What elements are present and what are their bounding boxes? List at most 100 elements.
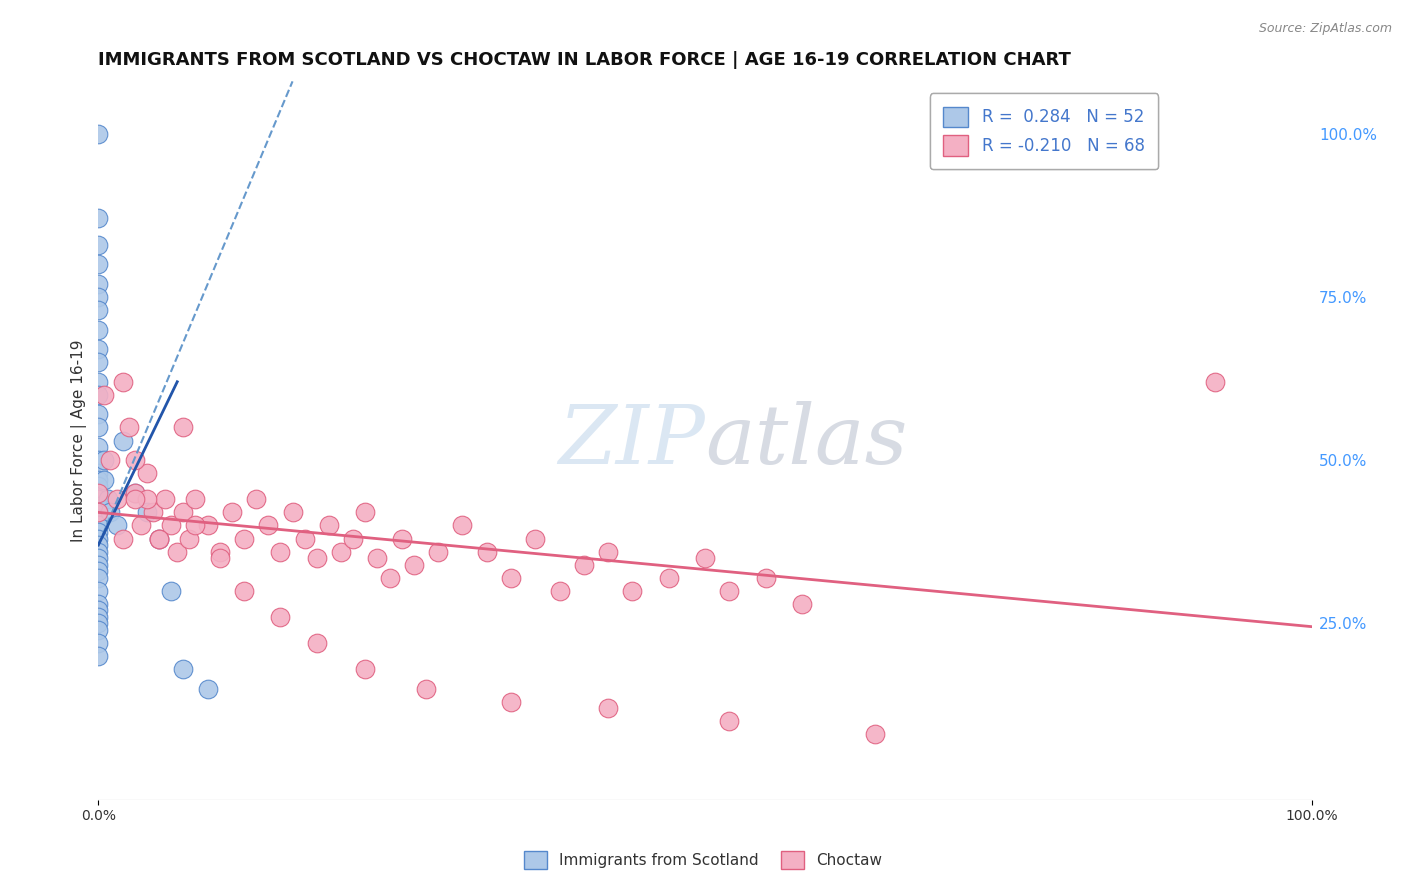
Point [93,453,115,467]
Point [93,473,115,487]
Point [179,532,201,546]
Point [87,583,110,598]
Point [105,492,128,507]
Point [87,571,110,585]
Point [87,623,110,637]
Point [87,505,110,519]
Point [111,375,134,389]
Point [621,583,644,598]
Point [475,544,498,558]
Point [87,564,110,578]
Point [548,583,571,598]
Point [172,662,194,676]
Point [354,662,377,676]
Point [87,512,110,526]
Point [294,532,316,546]
Point [87,408,110,422]
Point [87,505,110,519]
Text: atlas: atlas [706,401,907,481]
Point [184,518,207,533]
Point [245,492,267,507]
Point [87,551,110,566]
Point [87,603,110,617]
Point [87,440,110,454]
Point [378,571,401,585]
Point [269,610,291,624]
Point [233,583,256,598]
Y-axis label: In Labor Force | Age 16-19: In Labor Force | Age 16-19 [72,339,87,541]
Point [87,544,110,558]
Point [100,453,122,467]
Point [87,492,110,507]
Point [87,453,110,467]
Point [135,505,157,519]
Point [499,695,522,709]
Point [87,388,110,402]
Point [366,551,388,566]
Point [402,558,425,572]
Point [330,544,353,558]
Point [124,492,146,507]
Point [87,479,110,493]
Point [129,518,152,533]
Point [87,355,110,369]
Point [208,544,231,558]
Point [124,485,146,500]
Point [415,681,437,696]
Point [87,211,110,226]
Point [87,597,110,611]
Point [87,342,110,356]
Point [342,532,364,546]
Text: ZIP: ZIP [558,401,706,481]
Point [305,551,328,566]
Point [97,492,120,507]
Point [111,532,134,546]
Point [596,701,619,715]
Point [318,518,340,533]
Point [142,505,165,519]
Legend: Immigrants from Scotland, Choctaw: Immigrants from Scotland, Choctaw [517,845,889,875]
Point [792,597,814,611]
Text: IMMIGRANTS FROM SCOTLAND VS CHOCTAW IN LABOR FORCE | AGE 16-19 CORRELATION CHART: IMMIGRANTS FROM SCOTLAND VS CHOCTAW IN L… [98,51,1071,69]
Point [87,420,110,434]
Point [863,727,886,741]
Point [87,302,110,317]
Point [87,649,110,664]
Point [87,636,110,650]
Point [87,277,110,291]
Point [87,499,110,513]
Legend: R =  0.284   N = 52, R = -0.210   N = 68: R = 0.284 N = 52, R = -0.210 N = 68 [929,94,1159,169]
Point [87,473,110,487]
Point [695,551,717,566]
Point [93,388,115,402]
Point [87,538,110,552]
Point [166,544,188,558]
Point [87,237,110,252]
Point [87,610,110,624]
Point [111,434,134,448]
Point [354,505,377,519]
Point [172,420,194,434]
Point [100,505,122,519]
Point [124,485,146,500]
Point [124,453,146,467]
Point [427,544,450,558]
Point [87,558,110,572]
Point [596,544,619,558]
Point [281,505,304,519]
Point [184,492,207,507]
Point [118,420,141,434]
Point [87,518,110,533]
Point [391,532,413,546]
Point [172,505,194,519]
Point [233,532,256,546]
Point [87,375,110,389]
Point [305,636,328,650]
Point [153,492,176,507]
Point [135,467,157,481]
Text: Source: ZipAtlas.com: Source: ZipAtlas.com [1258,22,1392,36]
Point [105,518,128,533]
Point [197,518,219,533]
Point [87,467,110,481]
Point [269,544,291,558]
